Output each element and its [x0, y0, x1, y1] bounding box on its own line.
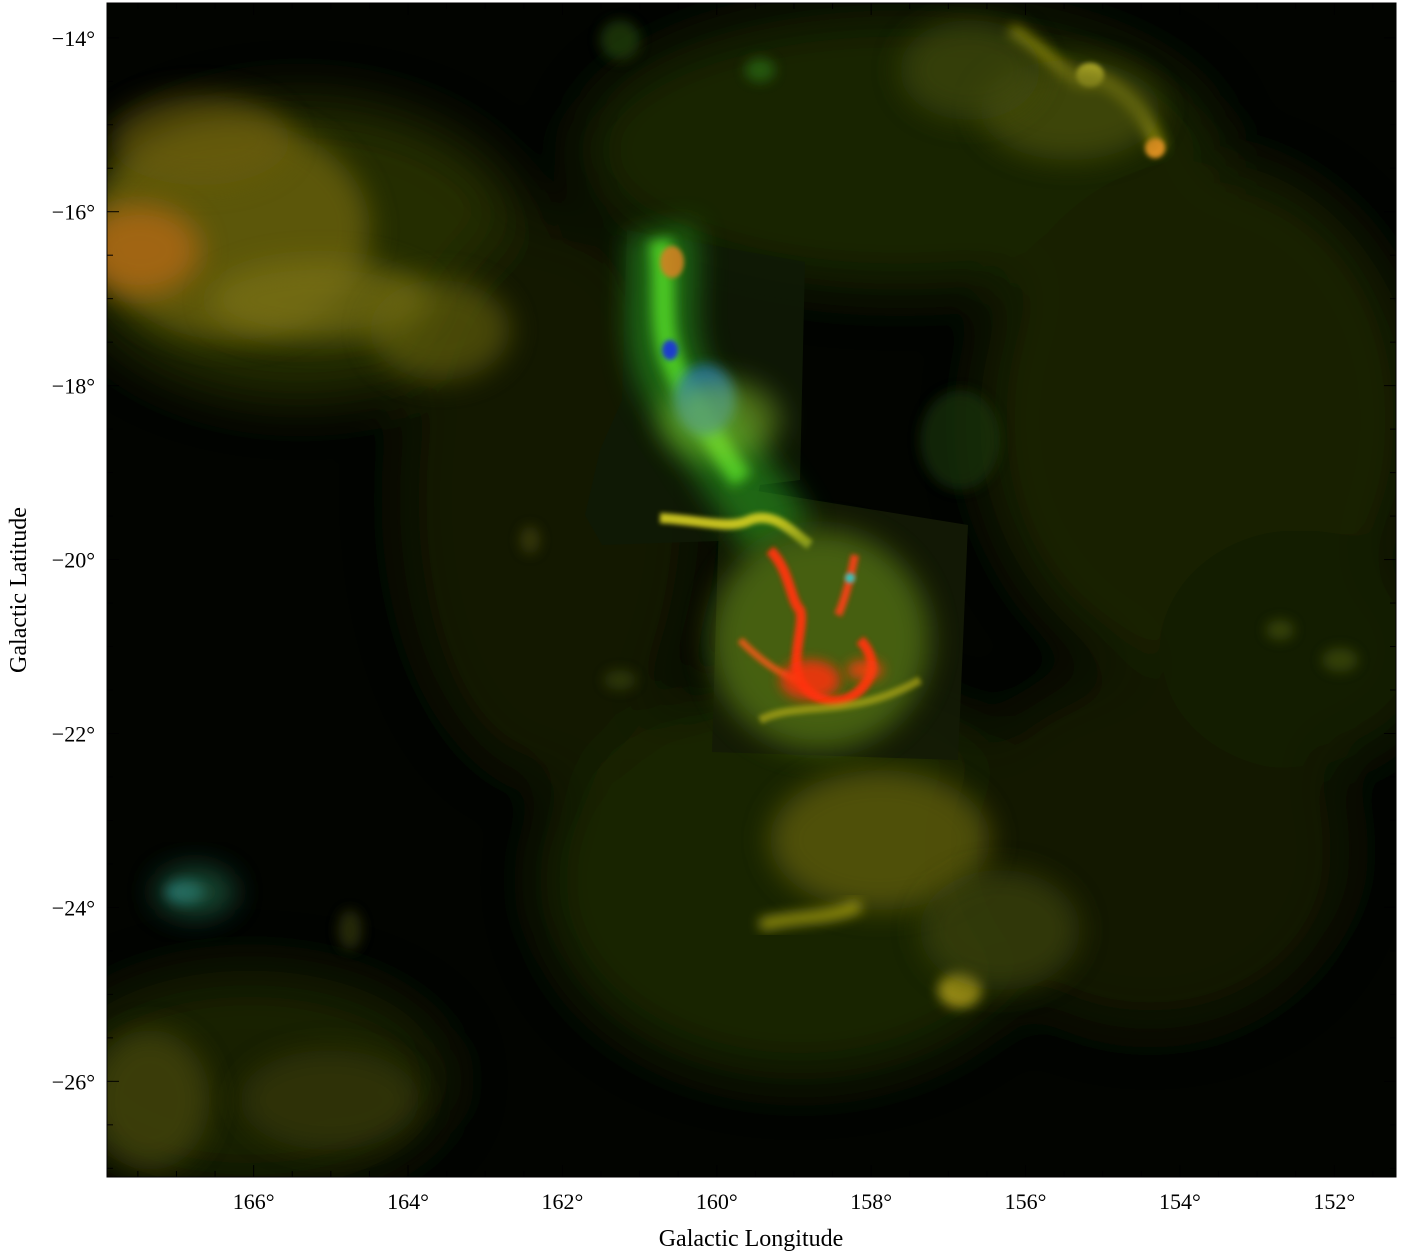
central-mosaic — [585, 223, 968, 760]
lower-middle-cloud — [758, 770, 1080, 1008]
axis-ticks — [107, 3, 1396, 1177]
upper-left-cloud — [107, 95, 510, 380]
x-tick-label: 164° — [387, 1189, 429, 1214]
y-tick-label: −18° — [52, 374, 95, 399]
y-tick-label: −20° — [52, 548, 95, 573]
plot-frame — [106, 2, 1397, 1178]
y-axis-title: Galactic Latitude — [6, 507, 32, 673]
y-tick-label: −22° — [52, 721, 95, 746]
x-tick-label: 154° — [1159, 1189, 1201, 1214]
y-tick-label: −16° — [52, 200, 95, 225]
x-tick-label: 152° — [1313, 1189, 1355, 1214]
sky-image — [107, 3, 1396, 1177]
x-tick-label: 166° — [233, 1189, 275, 1214]
x-tick-label: 160° — [696, 1189, 738, 1214]
y-tick-labels: −14° −16° −18° −20° −22° −24° −26° — [52, 26, 95, 1095]
x-tick-labels: 166° 164° 162° 160° 158° 156° 154° 152° — [233, 1189, 1355, 1214]
x-tick-label: 156° — [1005, 1189, 1047, 1214]
x-tick-label: 158° — [850, 1189, 892, 1214]
y-tick-label: −24° — [52, 895, 95, 920]
x-axis-title: Galactic Longitude — [659, 1226, 844, 1252]
y-tick-label: −14° — [52, 26, 95, 51]
x-tick-label: 162° — [541, 1189, 583, 1214]
lower-left-cloud — [107, 867, 420, 1170]
upper-right-cloud — [900, 20, 1167, 160]
y-tick-label: −26° — [52, 1069, 95, 1094]
scattered-features — [338, 20, 1358, 950]
